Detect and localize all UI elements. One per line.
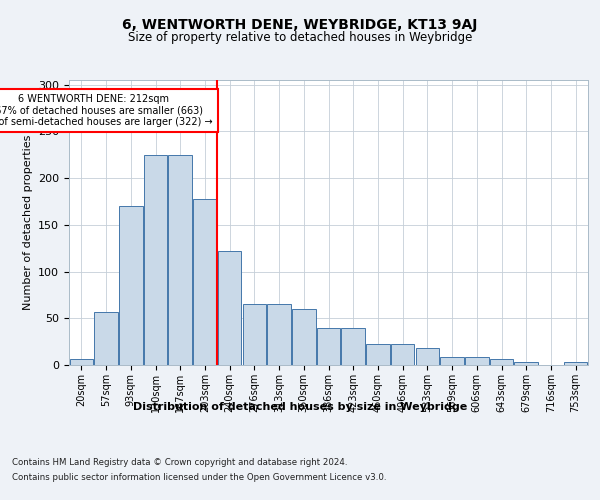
Text: Contains HM Land Registry data © Crown copyright and database right 2024.: Contains HM Land Registry data © Crown c…: [12, 458, 347, 467]
Bar: [514, 362, 538, 365]
Bar: [317, 328, 340, 365]
Text: 6, WENTWORTH DENE, WEYBRIDGE, KT13 9AJ: 6, WENTWORTH DENE, WEYBRIDGE, KT13 9AJ: [122, 18, 478, 32]
Bar: [564, 362, 587, 365]
Bar: [169, 155, 192, 365]
Bar: [465, 356, 488, 365]
Bar: [490, 360, 513, 365]
Bar: [416, 348, 439, 365]
Bar: [366, 344, 389, 365]
Text: Size of property relative to detached houses in Weybridge: Size of property relative to detached ho…: [128, 31, 472, 44]
Bar: [70, 360, 93, 365]
Bar: [218, 251, 241, 365]
Bar: [94, 312, 118, 365]
Bar: [119, 206, 143, 365]
Bar: [341, 328, 365, 365]
Bar: [292, 309, 316, 365]
Text: 6 WENTWORTH DENE: 212sqm
← 67% of detached houses are smaller (663)
33% of semi-: 6 WENTWORTH DENE: 212sqm ← 67% of detach…: [0, 94, 213, 127]
Bar: [242, 304, 266, 365]
Text: Contains public sector information licensed under the Open Government Licence v3: Contains public sector information licen…: [12, 473, 386, 482]
Bar: [193, 198, 217, 365]
Bar: [440, 356, 464, 365]
Y-axis label: Number of detached properties: Number of detached properties: [23, 135, 32, 310]
Bar: [391, 344, 415, 365]
Bar: [268, 304, 291, 365]
Bar: [144, 155, 167, 365]
Text: Distribution of detached houses by size in Weybridge: Distribution of detached houses by size …: [133, 402, 467, 412]
